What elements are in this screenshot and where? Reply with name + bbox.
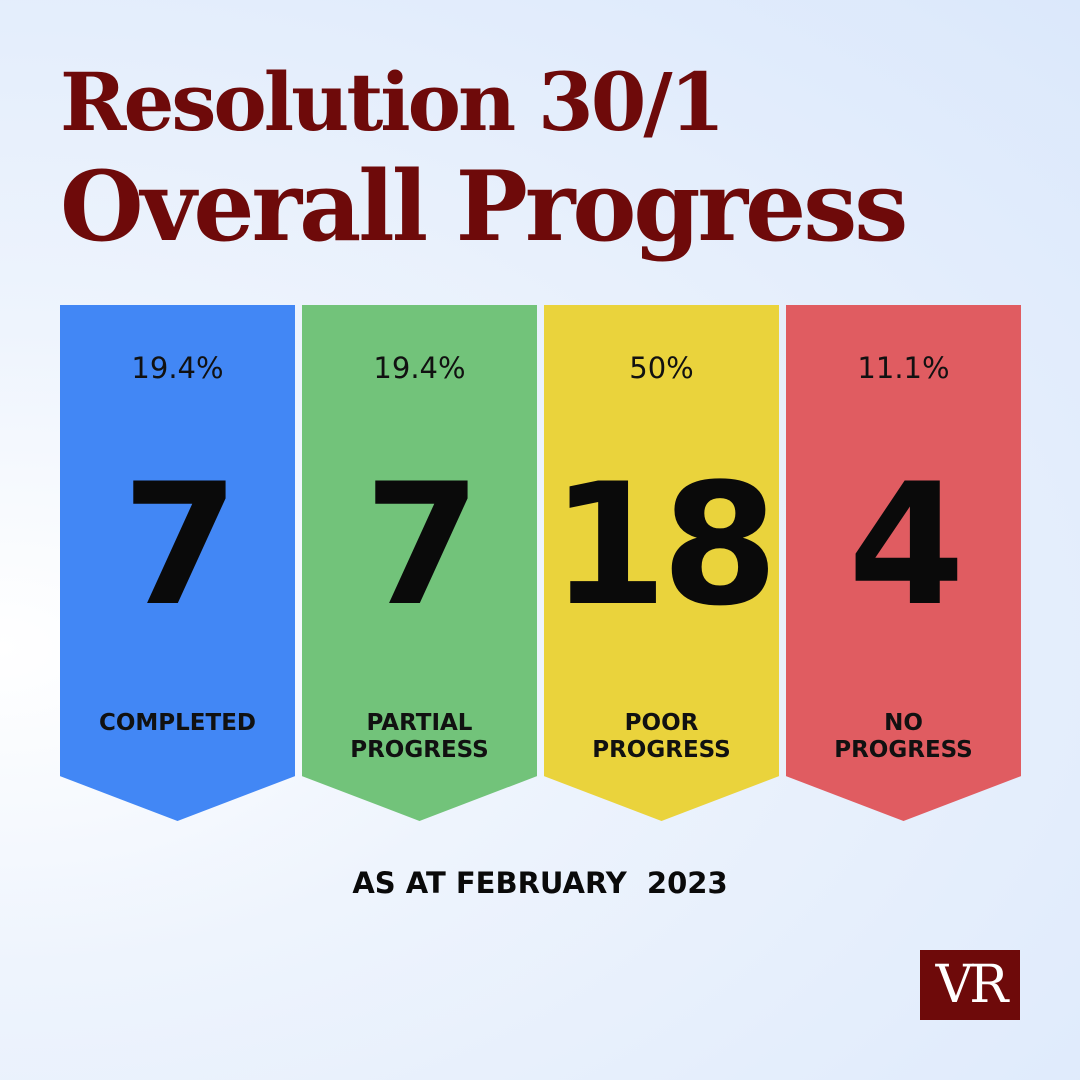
banner-percent: 19.4%: [373, 351, 466, 385]
banner-partial-progress: 19.4% 7 PARTIAL PROGRESS: [302, 305, 537, 821]
banner-percent: 19.4%: [131, 351, 224, 385]
banner-percent: 11.1%: [857, 351, 950, 385]
progress-banners: 19.4% 7 COMPLETED 19.4% 7 PARTIAL PROGRE…: [60, 305, 1021, 821]
banner-no-progress: 11.1% 4 NO PROGRESS: [786, 305, 1021, 821]
banner-count: 7: [122, 447, 239, 643]
vr-logo: VR: [920, 950, 1020, 1020]
banner-completed: 19.4% 7 COMPLETED: [60, 305, 295, 821]
banner-count: 7: [364, 447, 481, 643]
banner-count: 4: [848, 447, 965, 643]
title-line-1: Resolution 30/1: [60, 55, 725, 149]
banner-label: POOR PROGRESS: [592, 710, 731, 763]
as-at-date: AS AT FEBRUARY 2023: [352, 866, 728, 900]
banner-percent: 50%: [629, 351, 694, 385]
banner-label: COMPLETED: [98, 710, 257, 736]
banner-label: NO PROGRESS: [834, 710, 973, 763]
title-line-2: Overall Progress: [60, 150, 908, 263]
banner-poor-progress: 50% 18 POOR PROGRESS: [544, 305, 779, 821]
banner-label: PARTIAL PROGRESS: [350, 710, 489, 763]
banner-count: 18: [550, 447, 779, 643]
